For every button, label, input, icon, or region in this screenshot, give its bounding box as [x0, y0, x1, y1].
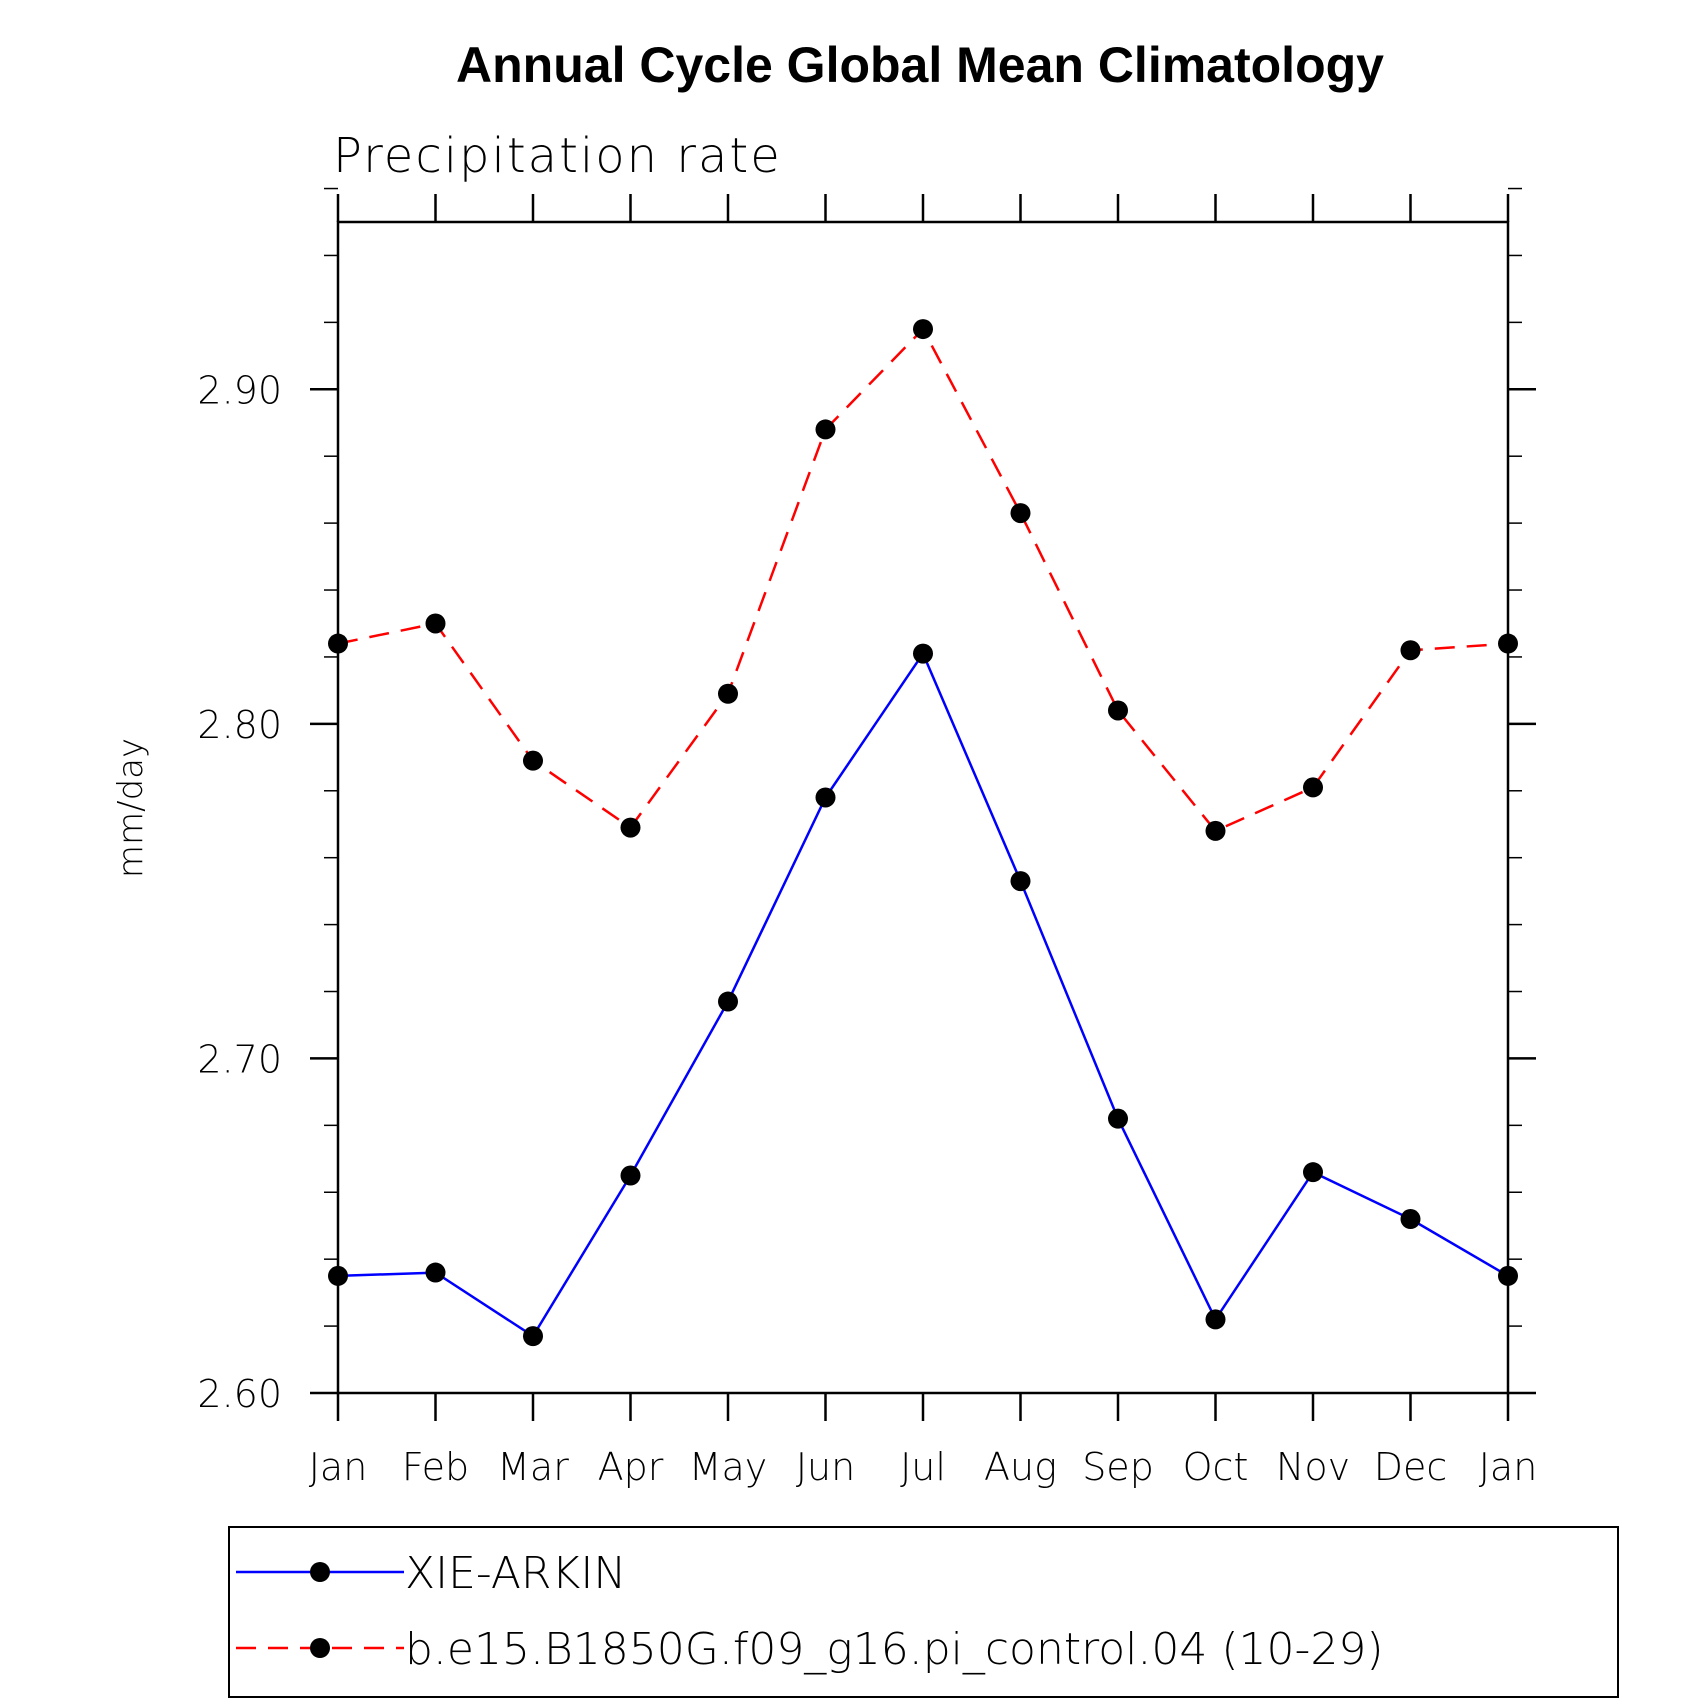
data-point-1 [815, 419, 836, 440]
data-point-0 [328, 1265, 348, 1286]
data-point-1 [1108, 700, 1128, 721]
data-point-0 [1205, 1309, 1226, 1330]
data-point-0 [1303, 1162, 1323, 1183]
data-point-1 [425, 613, 446, 634]
data-point-0 [1498, 1265, 1518, 1286]
data-point-1 [913, 319, 933, 340]
y-axis-label: mm/day [111, 738, 151, 878]
series-line-1 [337, 326, 1509, 833]
y-tick-label: 2.90 [197, 368, 282, 412]
chart-subtitle: Precipitation rate [333, 128, 782, 184]
legend-label-xie-arkin: XIE-ARKIN [405, 1548, 626, 1599]
x-tick-label: Dec [1374, 1445, 1448, 1489]
x-tick-labels: Jan Feb Mar Apr May Jun Jul Aug Sep Oct Nov Dec Jan [309, 1445, 1538, 1489]
data-point-1 [523, 750, 543, 771]
data-point-1 [718, 683, 738, 704]
data-point-0 [815, 787, 836, 808]
x-tick-label: Nov [1276, 1445, 1350, 1489]
data-point-1 [1400, 640, 1421, 661]
data-point-0 [718, 991, 738, 1012]
data-point-1 [328, 633, 348, 654]
chart-title: Annual Cycle Global Mean Climatology [456, 37, 1384, 93]
y-tick-labels: 2.60 2.70 2.80 2.90 [197, 368, 282, 1416]
data-point-0 [1010, 871, 1031, 892]
legend: XIE-ARKIN b.e15.B1850G.f09_g16.pi_contro… [228, 1526, 1619, 1698]
legend-label-model: b.e15.B1850G.f09_g16.pi_control.04 (10-2… [405, 1624, 1384, 1675]
x-tick-label: Jul [900, 1445, 946, 1489]
legend-marker-model [310, 1638, 330, 1658]
x-tick-label: Aug [984, 1445, 1057, 1489]
data-point-1 [1205, 820, 1226, 841]
x-tick-label: Jan [1479, 1445, 1538, 1489]
x-tick-label: Jan [309, 1445, 368, 1489]
x-tick-label: Feb [402, 1445, 469, 1489]
x-tick-label: May [689, 1445, 768, 1489]
data-markers [328, 319, 1518, 1347]
axis-ticks [310, 187, 1536, 1421]
y-tick-label: 2.60 [197, 1372, 282, 1416]
data-point-1 [620, 817, 641, 838]
x-tick-label: Mar [497, 1445, 569, 1489]
data-point-0 [1108, 1108, 1128, 1129]
data-point-0 [620, 1165, 641, 1186]
series-lines [337, 326, 1509, 1338]
x-tick-label: Jun [796, 1445, 855, 1489]
legend-marker-xie-arkin [310, 1562, 330, 1582]
x-tick-label: Sep [1082, 1445, 1154, 1489]
plot-frame [336, 220, 1510, 1395]
data-point-1 [1303, 777, 1323, 798]
data-point-0 [913, 643, 933, 664]
series-line-0 [337, 651, 1509, 1338]
data-point-1 [1498, 633, 1518, 654]
y-tick-label: 2.80 [197, 703, 282, 747]
data-point-1 [1010, 503, 1031, 524]
x-tick-label: Apr [598, 1445, 664, 1489]
data-point-0 [523, 1326, 543, 1347]
data-point-0 [425, 1262, 446, 1283]
data-point-0 [1400, 1209, 1421, 1230]
y-tick-label: 2.70 [197, 1037, 282, 1081]
legend-box [228, 1526, 1619, 1698]
x-tick-label: Oct [1183, 1445, 1249, 1489]
